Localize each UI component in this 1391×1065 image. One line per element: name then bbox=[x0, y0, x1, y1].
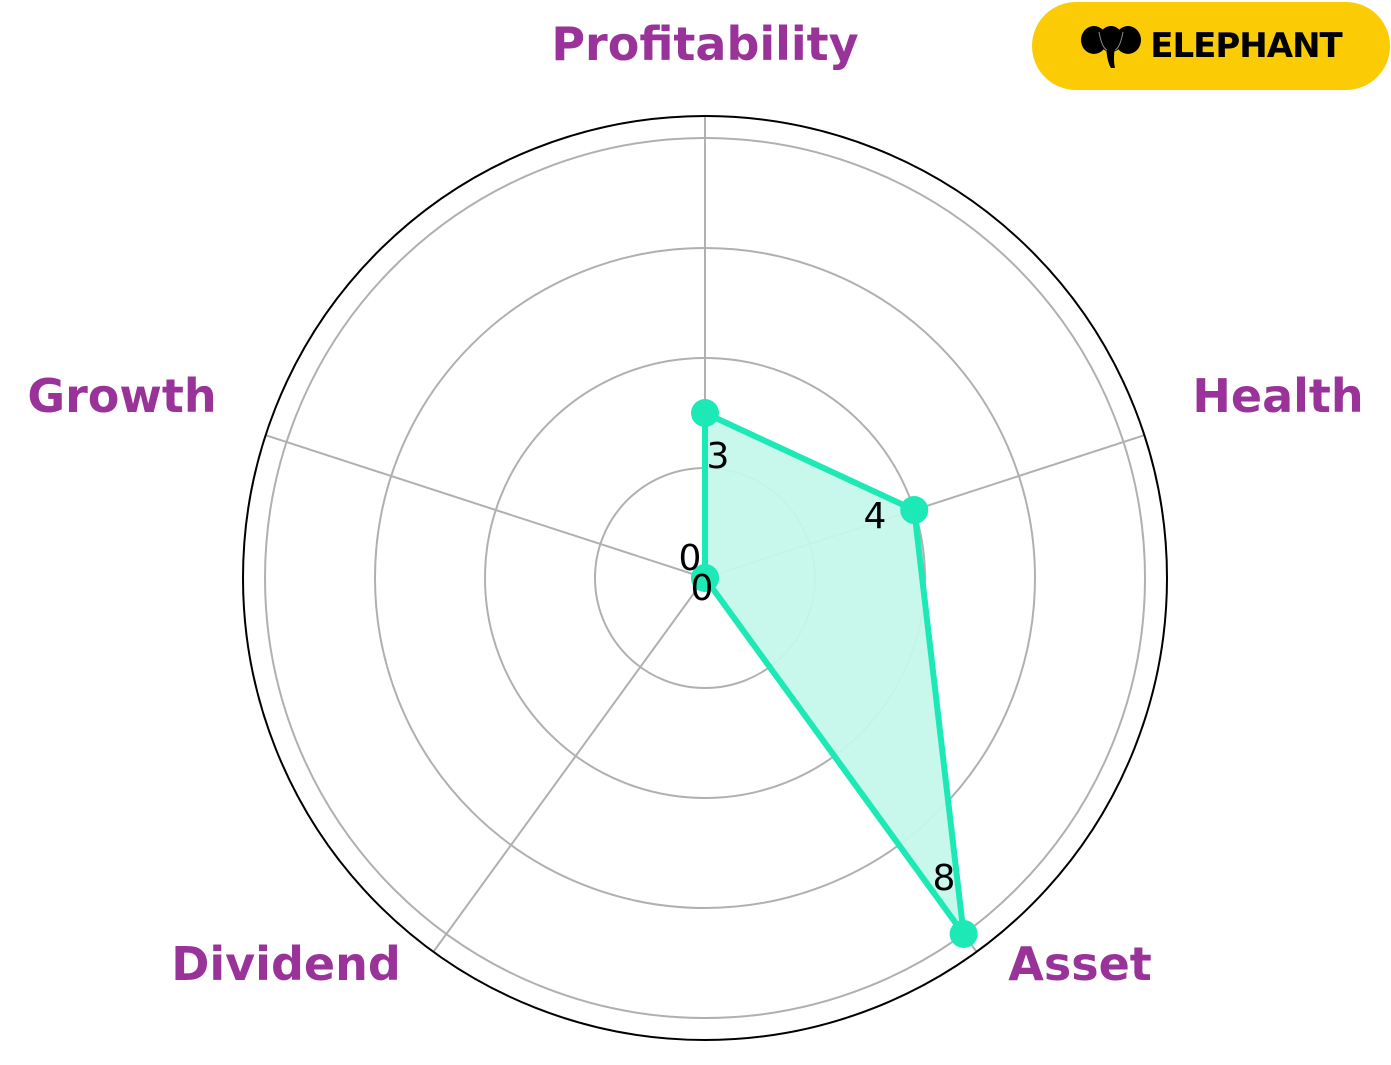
series-area bbox=[705, 413, 964, 934]
value-label: 0 bbox=[691, 568, 714, 609]
data-point bbox=[691, 399, 719, 427]
value-label: 0 bbox=[679, 538, 702, 579]
data-point bbox=[691, 564, 719, 592]
data-point bbox=[949, 919, 978, 948]
elephant-icon bbox=[1081, 26, 1142, 68]
axis-label-dividend: Dividend bbox=[171, 937, 401, 991]
value-label: 4 bbox=[864, 496, 887, 537]
outer-frame bbox=[242, 115, 1168, 1041]
axis-label-asset: Asset bbox=[1008, 937, 1152, 991]
axis-label-growth: Growth bbox=[27, 369, 216, 423]
axis-label-health: Health bbox=[1192, 369, 1363, 423]
elephant-logo: ELEPHANT bbox=[1032, 2, 1390, 90]
spoke-line bbox=[432, 577, 706, 953]
data-point bbox=[900, 496, 929, 525]
axis-label-profitability: Profitability bbox=[551, 17, 858, 71]
logo-text: ELEPHANT bbox=[1150, 26, 1342, 66]
value-label: 3 bbox=[707, 436, 730, 477]
value-label: 8 bbox=[933, 858, 956, 899]
spoke-line bbox=[265, 434, 706, 579]
